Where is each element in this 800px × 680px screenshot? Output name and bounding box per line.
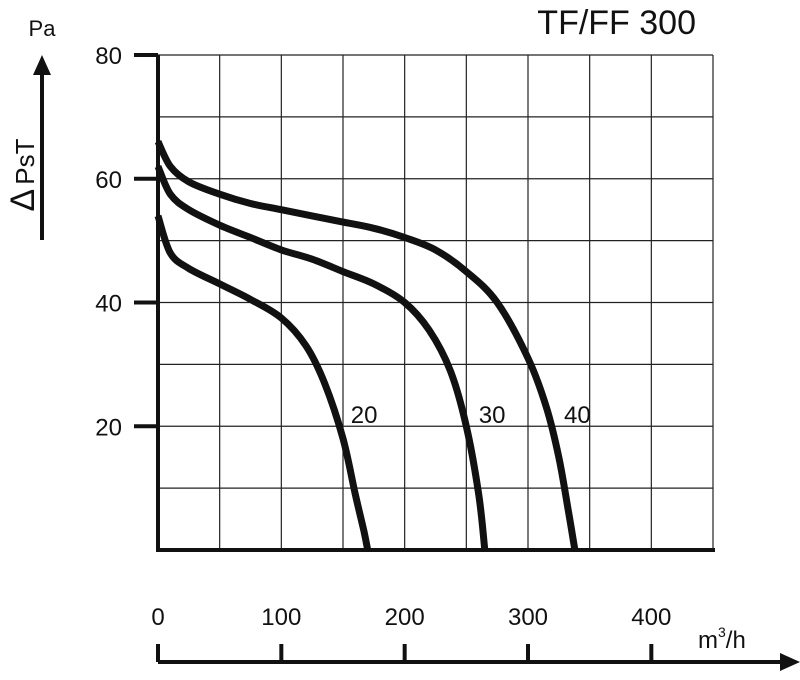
x-scale-arrowhead xyxy=(780,653,800,671)
x-tick-label: 0 xyxy=(151,604,164,631)
axes xyxy=(33,53,800,671)
chart-title: TF/FF 300 xyxy=(537,4,696,42)
x-tick-label: 100 xyxy=(261,604,301,631)
y-tick-label: 40 xyxy=(95,291,122,318)
series-label-30: 30 xyxy=(479,402,506,429)
y-unit-label: Pa xyxy=(29,16,57,41)
series-curve-20 xyxy=(154,214,372,551)
x-unit-label: m3/h xyxy=(698,624,746,654)
series-curve-40 xyxy=(154,140,579,551)
series-curves xyxy=(154,140,579,551)
y-axis-label: ΔPsT xyxy=(4,138,42,211)
x-tick-label: 400 xyxy=(631,604,671,631)
x-tick-label: 300 xyxy=(508,604,548,631)
y-scale-arrowhead xyxy=(33,55,51,75)
x-tick-label: 200 xyxy=(385,604,425,631)
y-tick-label: 20 xyxy=(95,414,122,441)
series-curve-30 xyxy=(154,164,489,551)
series-label-20: 20 xyxy=(351,402,378,429)
y-tick-label: 80 xyxy=(95,43,122,70)
series-label-40: 40 xyxy=(564,402,591,429)
y-tick-label: 60 xyxy=(95,167,122,194)
grid xyxy=(158,54,714,550)
